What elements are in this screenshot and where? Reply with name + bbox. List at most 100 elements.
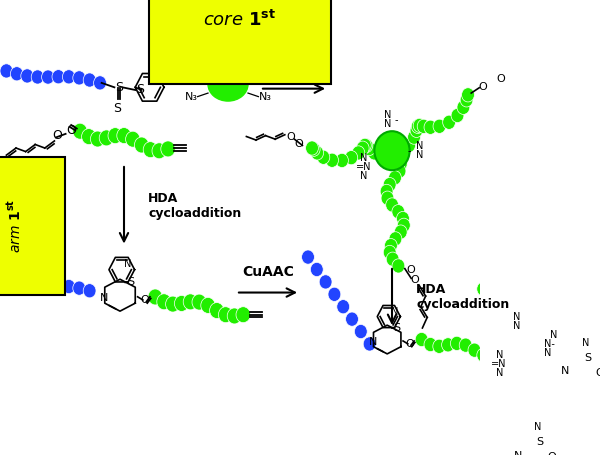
Circle shape	[457, 100, 470, 114]
Circle shape	[526, 403, 539, 417]
Text: HDA
cycloaddition: HDA cycloaddition	[148, 192, 241, 220]
Circle shape	[108, 128, 122, 144]
Text: N: N	[391, 307, 398, 317]
Circle shape	[310, 263, 323, 277]
Circle shape	[413, 118, 426, 132]
Circle shape	[305, 141, 319, 155]
Circle shape	[175, 295, 189, 311]
Circle shape	[152, 143, 166, 159]
Text: N-: N-	[544, 339, 555, 349]
Text: N: N	[385, 119, 392, 129]
Circle shape	[516, 333, 529, 347]
Text: N₃: N₃	[185, 91, 197, 101]
Circle shape	[517, 344, 530, 358]
Circle shape	[505, 454, 518, 455]
Circle shape	[73, 281, 86, 295]
Circle shape	[52, 70, 65, 84]
Text: CuAAC: CuAAC	[268, 64, 320, 78]
Text: $\mathit{arm}\ \mathbf{1^{st}}$: $\mathit{arm}\ \mathbf{1^{st}}$	[5, 199, 23, 253]
Text: O: O	[406, 265, 415, 275]
Text: N: N	[361, 153, 368, 163]
Circle shape	[117, 127, 131, 143]
Text: S: S	[536, 437, 544, 447]
Circle shape	[386, 144, 398, 158]
Circle shape	[166, 296, 180, 312]
Text: =N: =N	[491, 359, 507, 369]
Circle shape	[433, 339, 446, 354]
Circle shape	[192, 294, 206, 310]
Text: O: O	[140, 295, 149, 305]
Circle shape	[491, 299, 504, 313]
Circle shape	[383, 177, 396, 192]
Circle shape	[391, 151, 404, 165]
Circle shape	[514, 425, 526, 440]
Circle shape	[424, 120, 437, 134]
Circle shape	[376, 150, 389, 164]
Text: N: N	[513, 321, 520, 331]
Circle shape	[394, 225, 407, 239]
Circle shape	[355, 324, 367, 339]
Circle shape	[10, 279, 23, 293]
Circle shape	[490, 304, 502, 318]
Circle shape	[311, 146, 323, 160]
Circle shape	[227, 308, 242, 324]
Text: O: O	[66, 124, 76, 137]
Circle shape	[513, 418, 526, 432]
Circle shape	[335, 153, 349, 167]
Circle shape	[477, 282, 490, 296]
Circle shape	[328, 287, 341, 301]
Circle shape	[517, 344, 530, 358]
Circle shape	[31, 281, 44, 295]
Circle shape	[73, 71, 86, 85]
Circle shape	[363, 337, 376, 351]
Text: N: N	[416, 141, 424, 151]
Circle shape	[91, 131, 105, 147]
Circle shape	[392, 205, 404, 219]
Circle shape	[509, 327, 522, 341]
Circle shape	[587, 326, 600, 340]
Circle shape	[337, 300, 350, 314]
Circle shape	[397, 218, 410, 233]
Circle shape	[513, 443, 526, 455]
Circle shape	[524, 359, 537, 373]
Circle shape	[417, 119, 430, 133]
Circle shape	[531, 344, 544, 358]
Circle shape	[52, 279, 65, 293]
Circle shape	[451, 108, 464, 122]
Text: N: N	[535, 422, 542, 432]
Circle shape	[559, 354, 571, 369]
Circle shape	[94, 76, 106, 90]
Circle shape	[386, 151, 398, 165]
Text: S: S	[393, 323, 400, 333]
Circle shape	[381, 191, 394, 205]
Circle shape	[10, 67, 23, 81]
Circle shape	[41, 70, 55, 84]
Circle shape	[477, 348, 490, 362]
Circle shape	[82, 129, 96, 145]
Circle shape	[360, 138, 373, 153]
Circle shape	[517, 349, 530, 363]
Text: N: N	[385, 110, 392, 120]
Text: S: S	[136, 83, 144, 96]
Circle shape	[526, 396, 539, 410]
Circle shape	[368, 146, 381, 160]
Circle shape	[596, 317, 600, 332]
Circle shape	[356, 141, 369, 155]
Circle shape	[83, 73, 96, 87]
Circle shape	[518, 339, 531, 353]
Circle shape	[403, 138, 416, 152]
Circle shape	[533, 347, 545, 361]
Circle shape	[125, 131, 140, 147]
Circle shape	[395, 146, 408, 160]
Circle shape	[389, 232, 402, 246]
Circle shape	[578, 335, 591, 349]
Circle shape	[442, 338, 454, 352]
Text: S: S	[127, 278, 134, 288]
Circle shape	[521, 433, 533, 447]
Circle shape	[506, 332, 541, 370]
Text: O: O	[53, 129, 62, 142]
Circle shape	[148, 289, 163, 305]
Circle shape	[569, 344, 583, 358]
Circle shape	[412, 119, 424, 133]
Circle shape	[346, 312, 358, 326]
